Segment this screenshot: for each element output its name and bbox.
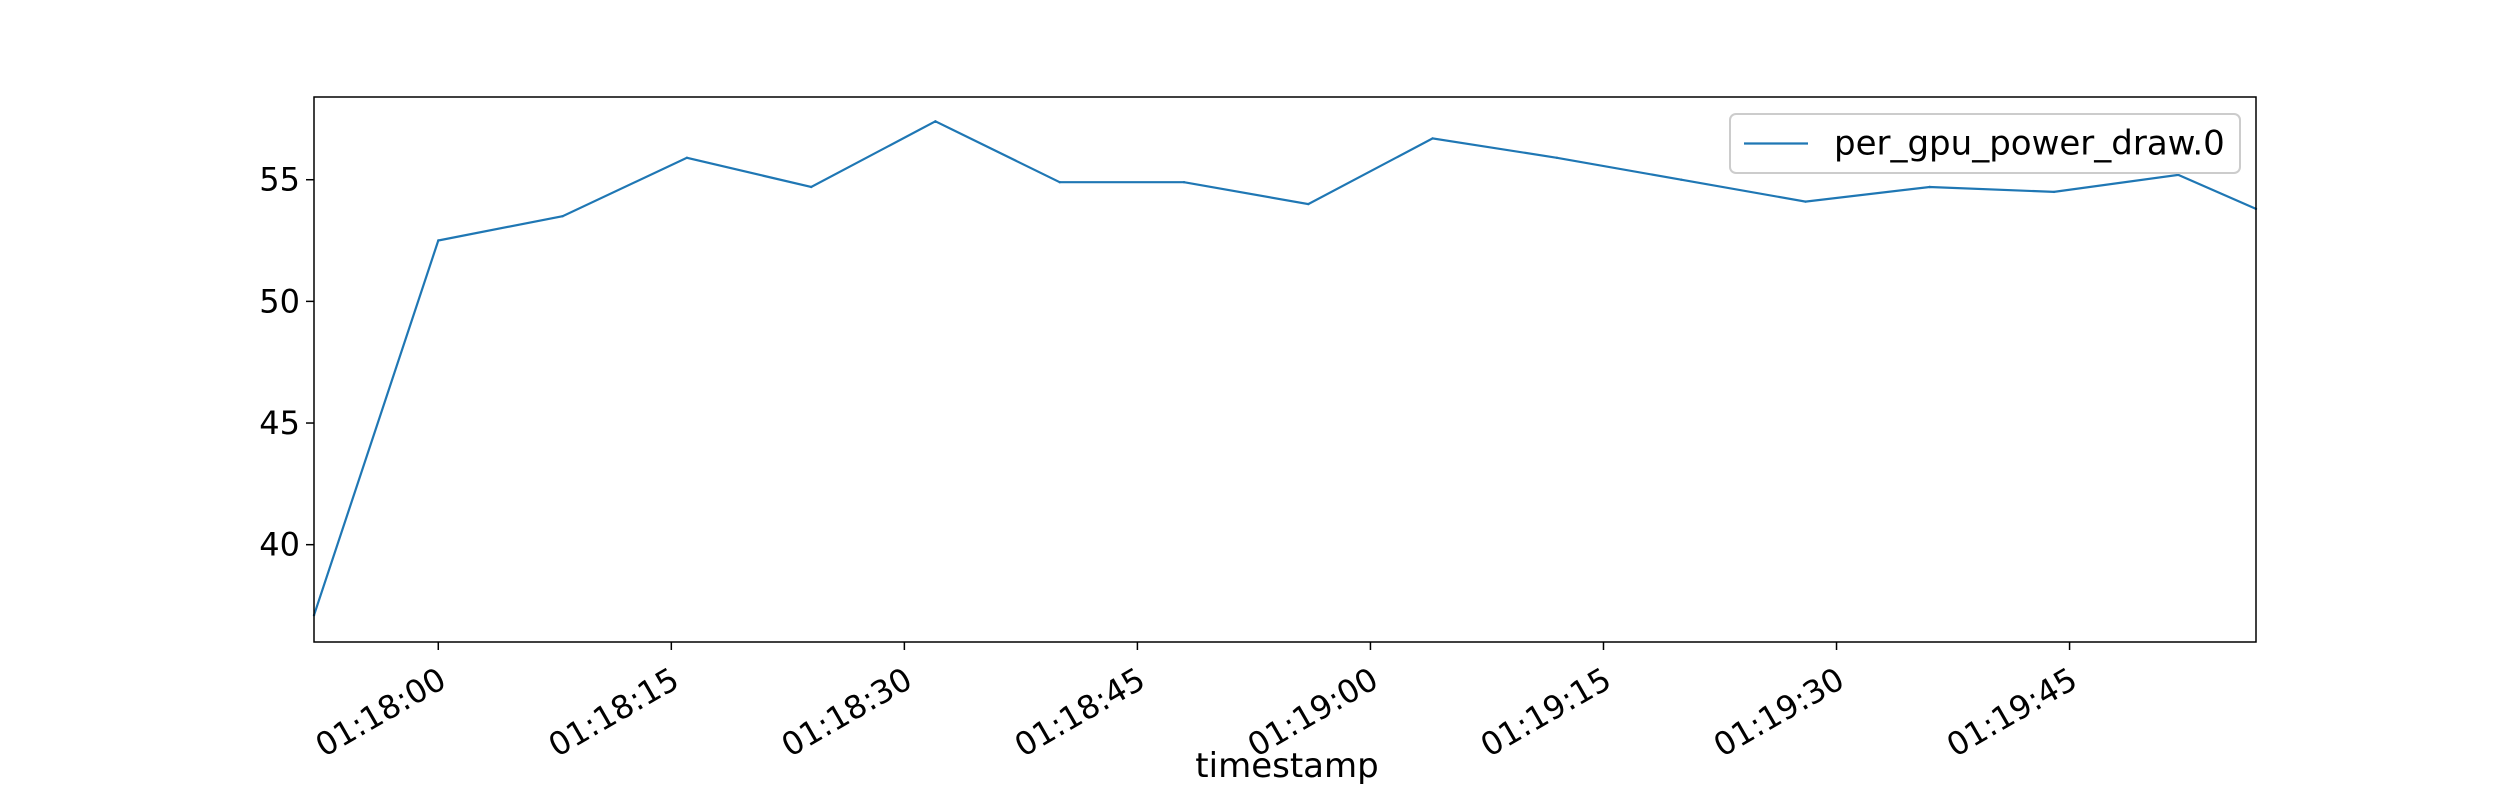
legend-box	[1729, 113, 2241, 174]
y-tick-label: 45	[259, 404, 300, 442]
legend-label: per_gpu_power_draw.0	[1834, 124, 2225, 164]
data-point	[934, 120, 937, 123]
data-point	[1058, 181, 1061, 184]
data-point	[1555, 156, 1559, 159]
data-point	[1680, 178, 1683, 181]
y-tick-label: 40	[259, 526, 300, 564]
y-tick-label: 50	[259, 282, 300, 320]
data-point	[1182, 181, 1186, 184]
data-point	[437, 239, 440, 242]
plot-frame	[313, 96, 2257, 643]
data-point	[2177, 173, 2180, 177]
data-point	[1307, 202, 1310, 206]
y-tick-label: 55	[259, 161, 300, 199]
data-point	[561, 215, 564, 218]
x-axis-title: timestamp	[1195, 746, 1378, 786]
data-point	[1804, 200, 1807, 203]
data-point	[1928, 185, 1931, 189]
data-point	[685, 156, 689, 159]
data-point	[810, 185, 813, 189]
data-point	[2052, 190, 2056, 194]
data-point	[1431, 137, 1434, 140]
